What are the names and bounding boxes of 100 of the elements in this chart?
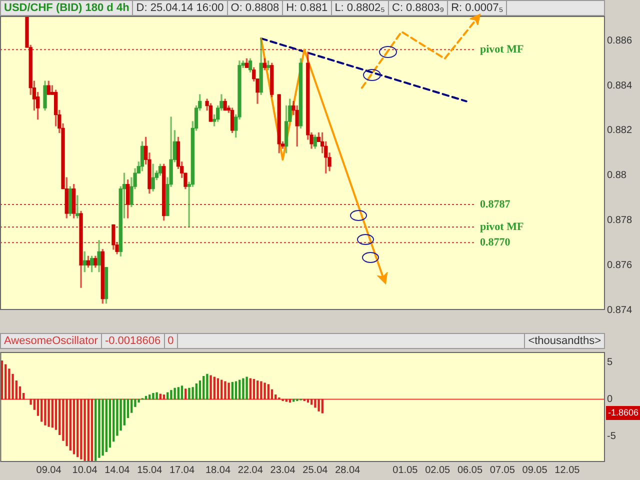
- bar: [4, 364, 7, 400]
- bar: [174, 388, 176, 400]
- bar: [87, 398, 90, 462]
- text: O: 0.8808: [228, 1, 284, 15]
- y-tick-label: -5: [607, 430, 616, 442]
- x-tick-label: 28.04: [335, 464, 361, 476]
- bar: [314, 398, 316, 408]
- bar: [231, 382, 234, 400]
- chart-title: AwesomeOscillator: [1, 334, 102, 348]
- bar: [210, 375, 212, 400]
- text: D: 25.04.14 16:00: [133, 1, 228, 15]
- x-tick-label: 25.04: [302, 464, 328, 476]
- text: R: 0.0007₅: [448, 1, 508, 15]
- y-tick-label: 0.882: [607, 125, 632, 136]
- x-tick-label: 06.05: [457, 464, 483, 476]
- x-tick-label: 01.05: [392, 464, 418, 476]
- bar: [292, 398, 295, 402]
- x-tick-label: 23.04: [270, 464, 296, 476]
- bar: [184, 388, 187, 400]
- bar: [94, 398, 97, 461]
- bar: [242, 378, 244, 400]
- bar: [98, 398, 100, 458]
- bar: [198, 380, 202, 400]
- bar: [321, 398, 324, 414]
- ref-line-label: pivot MF: [480, 44, 524, 56]
- ref-line-label: 0.8787: [480, 198, 511, 210]
- bar: [170, 390, 172, 400]
- bar: [195, 383, 198, 400]
- bar: [144, 396, 148, 400]
- x-tick-label: 18.04: [205, 464, 231, 476]
- bar: [192, 387, 194, 400]
- bar: [278, 397, 280, 400]
- x-tick-label: 17.04: [169, 464, 195, 476]
- bar: [216, 378, 220, 400]
- text: C: 0.8803₉: [389, 1, 448, 15]
- bar: [202, 376, 205, 400]
- text: 0: [164, 334, 178, 348]
- x-tick-label: 09.04: [36, 464, 62, 476]
- bar: [288, 398, 292, 403]
- x-tick-label: 15.04: [137, 464, 163, 476]
- y-tick-label: 0.884: [607, 80, 632, 92]
- ref-line-label: 0.8770: [480, 236, 511, 249]
- bar: [51, 398, 54, 428]
- y-tick-label: 0.874: [607, 304, 632, 316]
- bar: [220, 380, 223, 400]
- x-tick-label: 14.04: [104, 464, 130, 476]
- bar: [188, 388, 190, 400]
- y-tick-label: 0.876: [607, 260, 632, 271]
- x-tick-label: 12.05: [554, 464, 580, 476]
- bar: [264, 382, 266, 400]
- bar: [72, 398, 76, 454]
- bar: [252, 378, 256, 400]
- bar: [306, 398, 310, 403]
- bar: [246, 376, 248, 400]
- y-tick-label: 5: [607, 357, 613, 368]
- x-tick-label: 22.04: [238, 464, 264, 476]
- annotation: -1.8606: [608, 407, 639, 418]
- bar: [282, 398, 284, 402]
- bar: [102, 398, 104, 456]
- bar: [44, 398, 46, 426]
- bar: [228, 382, 230, 400]
- ref-line-label: pivot MF: [480, 220, 524, 233]
- bar: [267, 384, 270, 400]
- bar: [84, 398, 86, 461]
- bar: [318, 398, 320, 412]
- bar: [156, 392, 158, 400]
- bar: [249, 378, 252, 400]
- bar: [234, 381, 238, 400]
- bar: [162, 394, 166, 400]
- bar: [90, 398, 94, 462]
- y-tick-label: 0.88: [607, 170, 627, 182]
- x-tick-label: 09.05: [522, 464, 548, 476]
- bar: [138, 398, 140, 403]
- text: H: 0.881: [283, 1, 332, 15]
- bar: [206, 374, 208, 400]
- bar: [69, 398, 72, 451]
- bar: [152, 393, 154, 400]
- bar: [177, 387, 180, 400]
- bar: [48, 398, 50, 427]
- text: L: 0.8802₅: [332, 1, 389, 15]
- bar: [213, 376, 216, 400]
- bar: [238, 380, 241, 400]
- bar: [260, 381, 262, 400]
- bar: [180, 386, 184, 400]
- bar: [285, 398, 288, 402]
- bar: [0, 360, 4, 400]
- bar: [66, 398, 68, 446]
- bar: [296, 398, 298, 402]
- bar: [256, 380, 259, 400]
- bar: [40, 398, 43, 422]
- bar: [108, 398, 112, 448]
- x-tick-label: 10.04: [72, 464, 98, 476]
- y-tick-label: 0.886: [607, 35, 632, 46]
- text: -0.0018606: [102, 334, 165, 348]
- y-tick-label: 0.878: [607, 214, 632, 226]
- y-axis-title: <thousandths>: [524, 334, 604, 348]
- candlestick: [76, 195, 80, 218]
- bar: [224, 381, 226, 400]
- bar: [105, 398, 108, 452]
- chart-title: USD/CHF (BID) 180 d 4h: [1, 1, 134, 15]
